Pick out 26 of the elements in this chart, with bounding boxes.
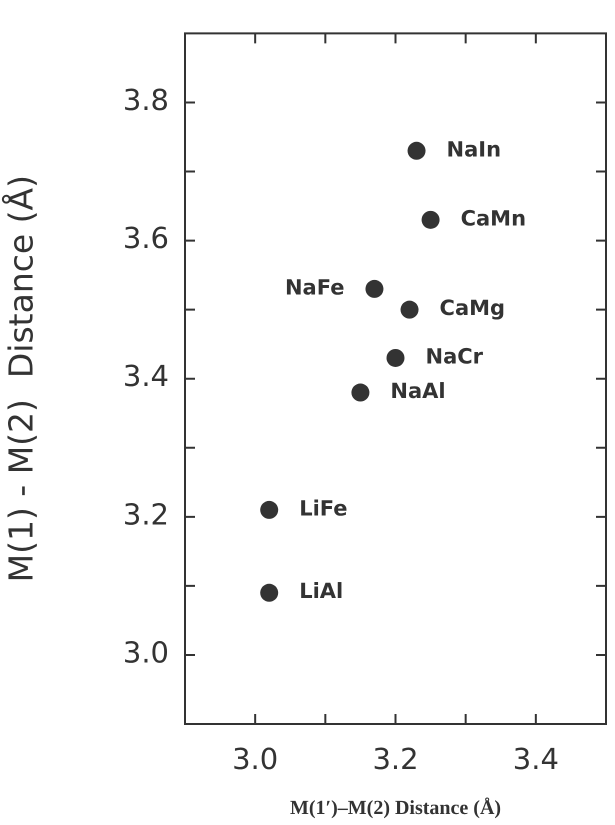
- annotation: NaIn: [446, 137, 502, 162]
- point: [260, 500, 278, 519]
- point: [365, 280, 384, 298]
- x-tick-label: 3.4: [512, 742, 559, 776]
- annotation: NaFe: [284, 275, 344, 300]
- annotation: NaAl: [390, 378, 446, 403]
- y-tick-label: 3.8: [122, 82, 169, 117]
- x-tick-label: 3.2: [372, 742, 419, 776]
- annotation: CaMn: [460, 206, 526, 230]
- y-tick-label: 3.6: [122, 221, 169, 256]
- point: [386, 348, 404, 367]
- annotation: LiFe: [299, 496, 348, 520]
- x-axis-title: M(1′)–M(2) Distance (Å): [290, 797, 502, 820]
- annotation: CaMg: [440, 296, 506, 320]
- x-tick-label: 3.0: [232, 742, 278, 776]
- point: [422, 210, 440, 229]
- point: [400, 300, 419, 319]
- point: [408, 142, 426, 160]
- annotation: LiAl: [299, 579, 344, 604]
- y-axis-title: M(1) - M(2) Distance (Å): [1, 174, 40, 582]
- annotation: NaCr: [426, 344, 484, 368]
- y-tick-label: 3.0: [122, 635, 169, 670]
- point: [351, 384, 370, 402]
- y-tick-label: 3.2: [122, 497, 169, 532]
- y-tick-label: 3.4: [122, 359, 169, 394]
- point: [260, 584, 278, 602]
